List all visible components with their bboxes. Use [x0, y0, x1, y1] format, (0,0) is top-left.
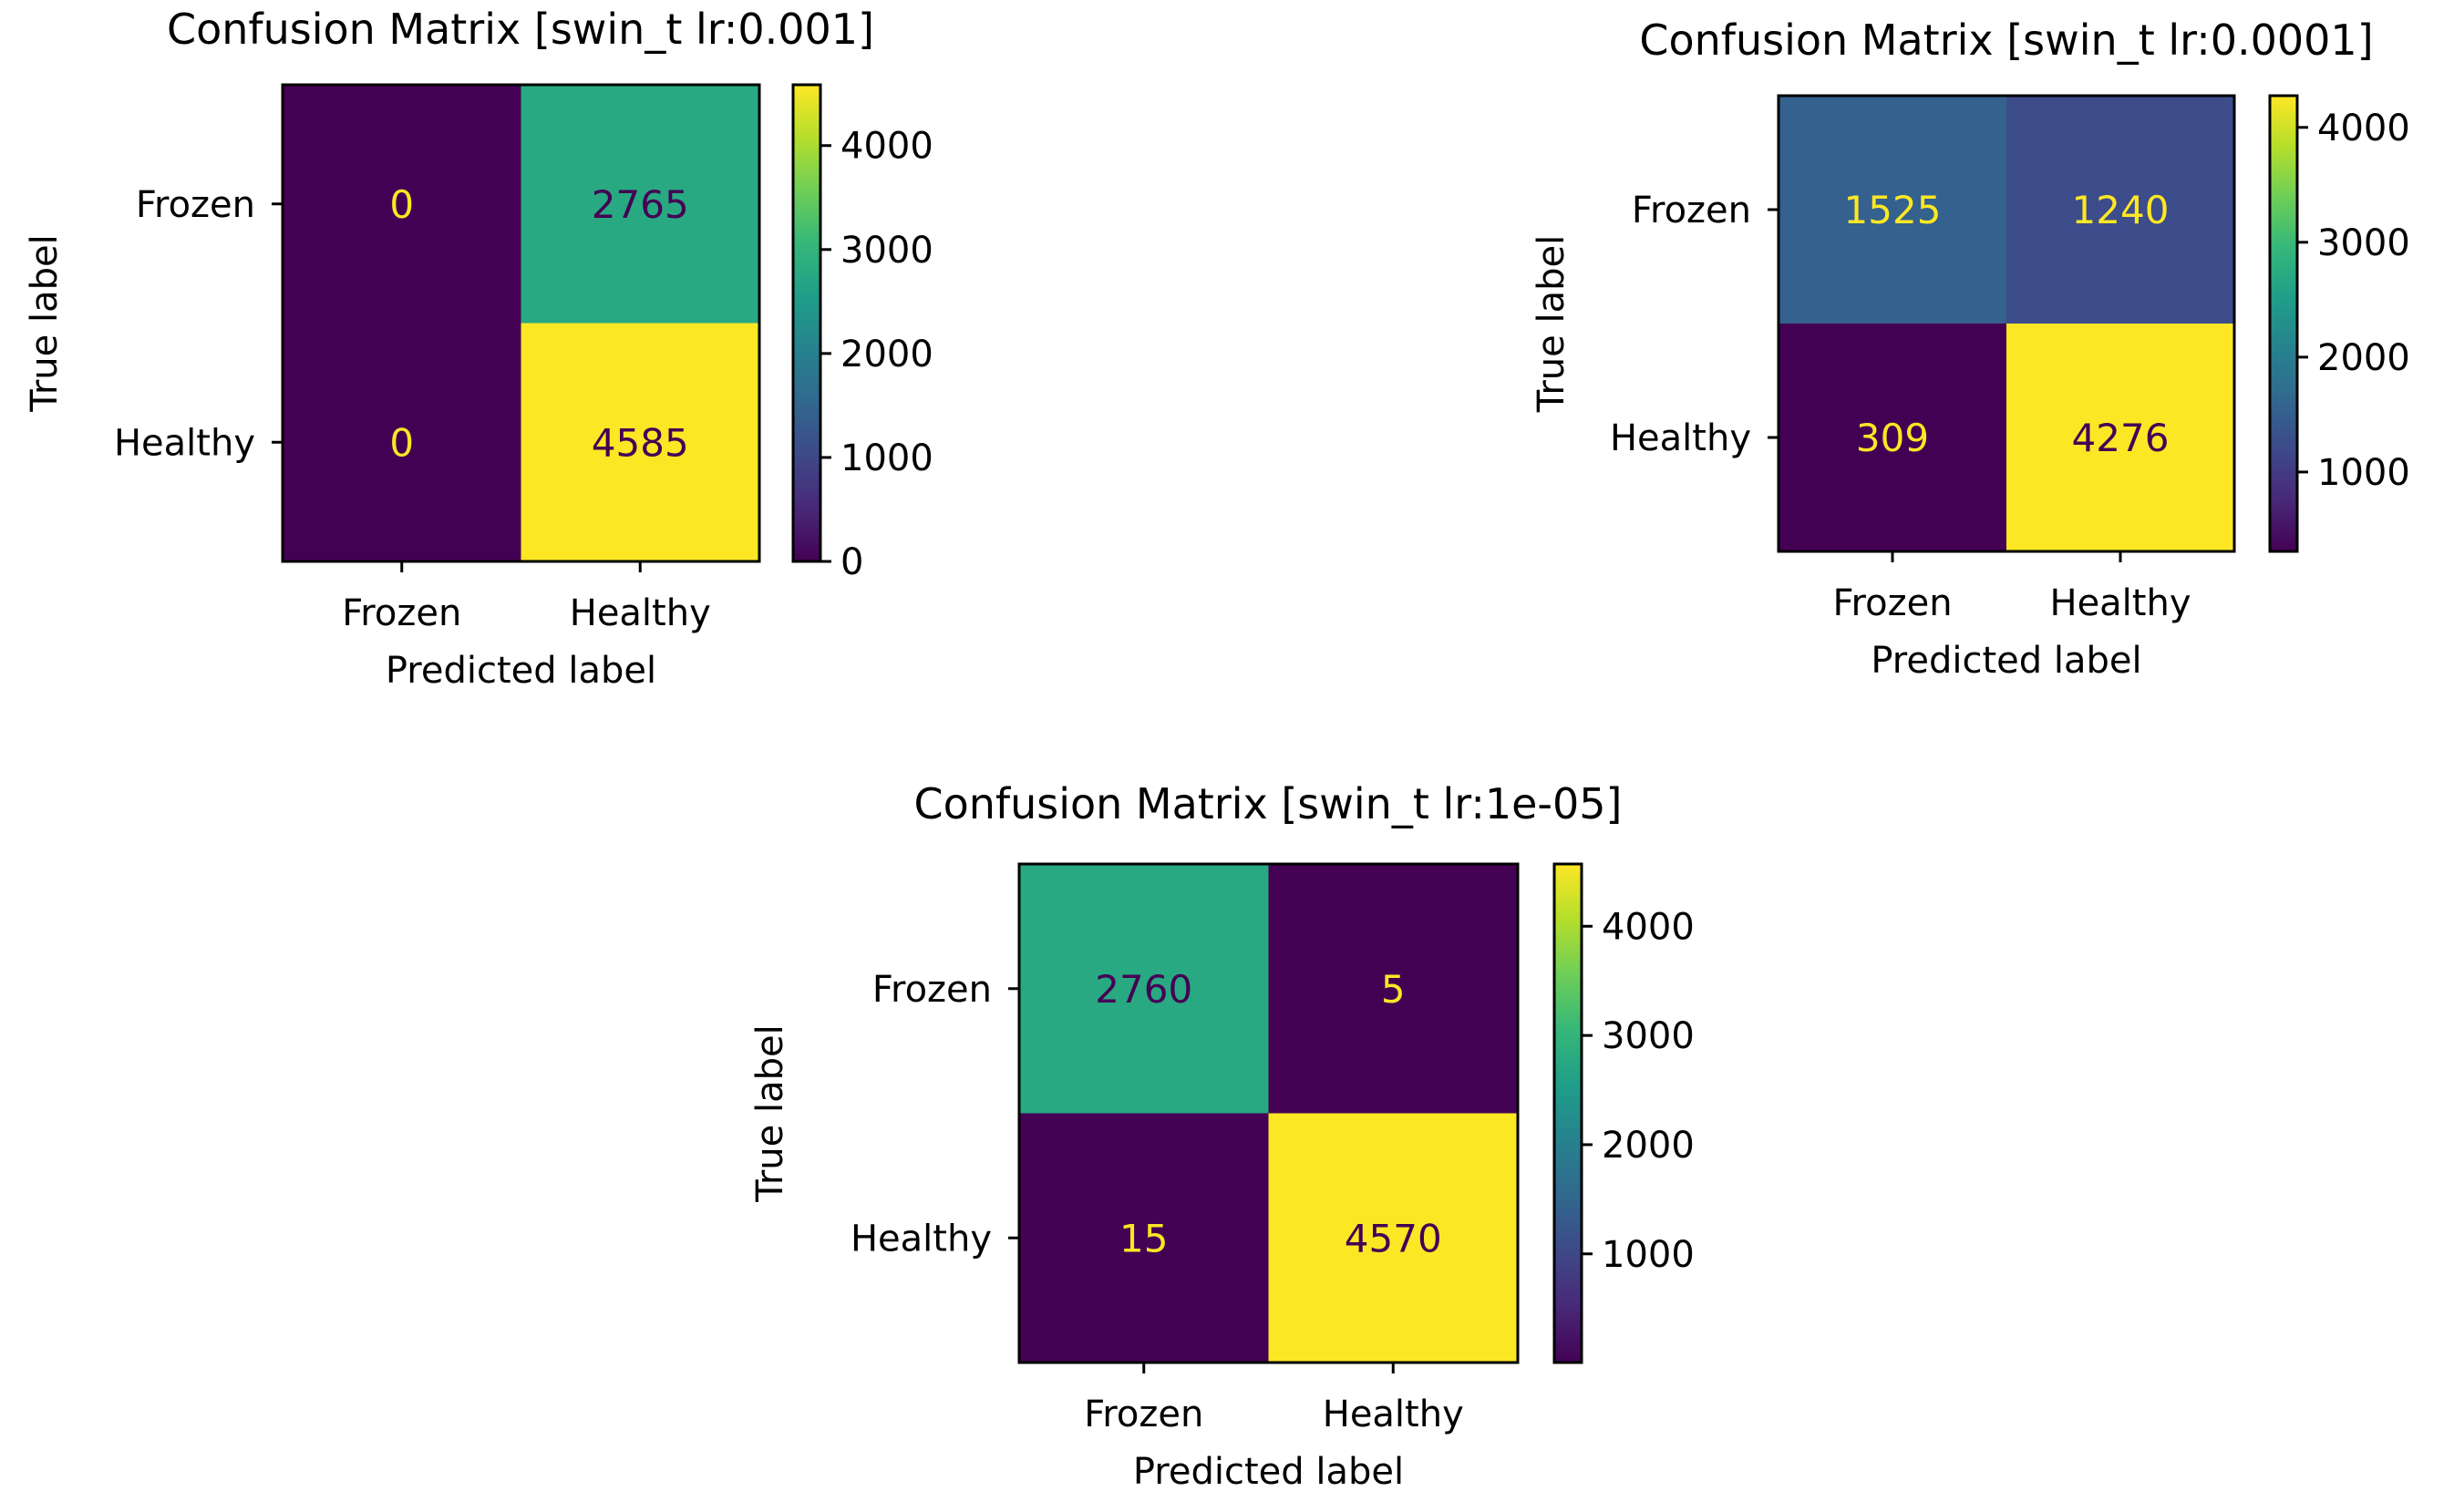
heatmap-frame — [281, 83, 761, 563]
heatmap-cell-r1-c1 — [1268, 1113, 1518, 1363]
colorbar-tick-label: 1000 — [2317, 452, 2410, 494]
y-axis-label: True label — [749, 1024, 791, 1202]
colorbar-tick-label: 3000 — [840, 230, 933, 272]
cell-value-label: 2760 — [1095, 967, 1192, 1012]
colorbar-tick-label: 1000 — [840, 437, 933, 479]
heatmap-cell-r1-c1 — [2006, 324, 2234, 551]
heatmap-cell-r1-c1 — [521, 323, 759, 561]
confusion-matrix-panel-lr-00001: Confusion Matrix [swin_t lr:0.0001] 1525 1… — [1531, 15, 2410, 682]
cell-value-label: 309 — [1856, 416, 1929, 460]
x-tick-label: Frozen — [1832, 582, 1952, 624]
x-tick-label: Frozen — [342, 592, 461, 634]
y-axis-label: True label — [24, 234, 66, 412]
y-tick-label: Frozen — [136, 184, 255, 226]
y-tick-label: Healthy — [1610, 417, 1751, 459]
colorbar-tick-label: 2000 — [840, 334, 933, 375]
colorbar-tick-label: 4000 — [2317, 108, 2410, 149]
chart-title: Confusion Matrix [swin_t lr:0.0001] — [1639, 15, 2373, 65]
cell-value-label: 4585 — [592, 420, 689, 465]
heatmap-cell-r0-c0 — [283, 85, 521, 324]
x-tick-label: Healthy — [1323, 1394, 1464, 1435]
heatmap-frame — [1017, 862, 1520, 1364]
heatmap-cell-r1-c0 — [283, 323, 521, 561]
x-axis-label: Predicted label — [1871, 640, 2141, 682]
colorbar-tick-label: 1000 — [1602, 1234, 1695, 1276]
heatmap-cell-r0-c1 — [2006, 96, 2234, 324]
y-tick-label: Healthy — [114, 422, 255, 464]
cell-value-label: 1525 — [1844, 188, 1942, 232]
cell-value-label: 0 — [389, 182, 414, 227]
x-axis-label: Predicted label — [1133, 1451, 1404, 1493]
confusion-matrix-panel-lr-0001: Confusion Matrix [swin_t lr:0.001] 0 2765 0… — [24, 5, 933, 692]
heatmap-cell-r0-c0 — [1019, 864, 1269, 1114]
confusion-matrix-panel-lr-1e-05: Confusion Matrix [swin_t lr:1e-05] 2760 5 1… — [749, 779, 1695, 1493]
colorbar-tick-label: 4000 — [1602, 906, 1695, 948]
cell-value-label: 4276 — [2072, 416, 2170, 460]
y-axis-label: True label — [1531, 235, 1572, 413]
y-tick-label: Frozen — [1632, 190, 1751, 231]
colorbar — [1552, 862, 1583, 1364]
colorbar-tick-label: 3000 — [1602, 1015, 1695, 1057]
colorbar-tick-label: 2000 — [2317, 337, 2410, 379]
cell-value-label: 5 — [1381, 967, 1406, 1012]
y-tick-label: Frozen — [872, 969, 992, 1011]
cell-value-label: 0 — [389, 420, 414, 465]
heatmap-cell-r0-c1 — [521, 85, 759, 324]
y-tick-label: Healthy — [851, 1218, 992, 1260]
heatmap-cell-r1-c0 — [1779, 324, 2006, 551]
colorbar — [791, 83, 822, 563]
x-tick-label: Healthy — [2049, 582, 2191, 624]
chart-title: Confusion Matrix [swin_t lr:0.001] — [167, 5, 874, 54]
heatmap-cell-r0-c0 — [1779, 96, 2006, 324]
colorbar-tick-label: 2000 — [1602, 1125, 1695, 1167]
chart-title: Confusion Matrix [swin_t lr:1e-05] — [913, 779, 1622, 828]
colorbar-tick-label: 3000 — [2317, 222, 2410, 264]
heatmap-frame — [1777, 94, 2236, 553]
cell-value-label: 2765 — [592, 182, 689, 227]
heatmap-cell-r0-c1 — [1268, 864, 1518, 1114]
colorbar-tick-label: 4000 — [840, 126, 933, 168]
colorbar-tick-label: 0 — [840, 541, 863, 583]
x-tick-label: Frozen — [1084, 1394, 1203, 1435]
x-tick-label: Healthy — [570, 592, 711, 634]
x-axis-label: Predicted label — [386, 650, 656, 692]
cell-value-label: 15 — [1119, 1216, 1168, 1260]
colorbar — [2268, 94, 2299, 553]
cell-value-label: 4570 — [1345, 1216, 1442, 1260]
cell-value-label: 1240 — [2072, 188, 2170, 232]
heatmap-cell-r1-c0 — [1019, 1113, 1269, 1363]
